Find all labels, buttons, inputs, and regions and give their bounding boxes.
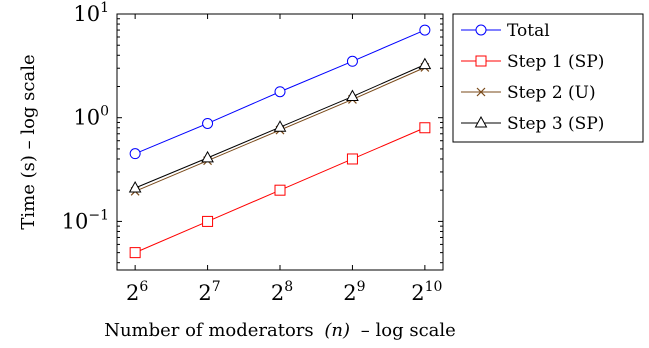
x-tick-label-base: 2 <box>198 281 211 305</box>
series-3 <box>128 57 432 193</box>
y-tick-label: 101 <box>73 0 109 26</box>
legend-marker <box>474 115 488 128</box>
data-point <box>346 89 359 102</box>
x-axis-label: Number of moderators (n) – log scale <box>104 320 456 341</box>
legend-item: Step 2 (U) <box>461 83 596 103</box>
x-tick-label-base: 2 <box>343 281 356 305</box>
x-tick-label-exp: 10 <box>425 279 443 295</box>
legend-marker-stroke <box>476 87 486 97</box>
legend-item: Step 3 (SP) <box>461 114 604 134</box>
y-tick-label-base: 10 <box>73 2 100 26</box>
x-tick-label: 210 <box>411 279 442 305</box>
data-point <box>419 24 431 36</box>
data-point <box>202 215 214 227</box>
x-axis-label-var: (n) <box>324 320 350 341</box>
y-tick-label-exp: 0 <box>100 104 109 120</box>
legend-marker <box>475 55 487 67</box>
x-tick-label: 26 <box>126 279 148 305</box>
y-axis-label: Time (s) – log scale <box>18 54 39 229</box>
x-tick-label-exp: 9 <box>357 279 366 295</box>
y-tick-label-exp: −1 <box>88 207 109 223</box>
legend: Total Step 1 (SP) Step 2 (U) Step 3 (SP) <box>452 13 644 143</box>
y-tick-label-base: 10 <box>62 209 89 233</box>
x-tick-label-base: 2 <box>411 281 424 305</box>
legend-item: Step 1 (SP) <box>461 52 604 72</box>
series-0 <box>129 24 431 160</box>
legend-label: Step 3 (SP) <box>507 114 604 134</box>
data-point <box>273 120 287 132</box>
data-point <box>128 180 142 193</box>
legend-label: Step 2 (U) <box>507 83 596 103</box>
data-point <box>129 148 141 160</box>
x-tick-label-exp: 7 <box>212 279 221 295</box>
data-point <box>419 122 431 134</box>
y-tick-label-base: 10 <box>73 106 100 130</box>
legend-item: Total <box>461 21 550 41</box>
series-layer <box>128 24 432 259</box>
data-point <box>418 57 432 70</box>
series-1 <box>129 122 431 259</box>
legend-label: Total <box>507 21 550 41</box>
x-tick-label-base: 2 <box>126 281 139 305</box>
x-axis-label-text: Number of moderators <box>104 320 313 341</box>
x-tick-label-base: 2 <box>271 281 284 305</box>
x-tick-label: 29 <box>343 279 365 305</box>
data-point <box>201 150 214 163</box>
legend-marker <box>475 24 487 36</box>
plot-frame <box>116 13 444 271</box>
x-tick-label-exp: 6 <box>139 279 148 295</box>
x-axis-label-suffix: – log scale <box>361 320 456 341</box>
x-tick-label: 27 <box>198 279 220 305</box>
data-point <box>129 247 141 259</box>
legend-marker <box>476 87 486 97</box>
data-point <box>274 184 286 196</box>
data-point <box>274 86 286 98</box>
y-tick-label: 100 <box>73 104 109 130</box>
y-tick-label-exp: 1 <box>100 0 109 16</box>
data-point <box>202 117 214 129</box>
legend-label: Step 1 (SP) <box>507 52 604 72</box>
data-point <box>346 153 358 165</box>
x-tick-label: 28 <box>271 279 293 305</box>
data-point <box>346 55 358 67</box>
y-tick-label: 10−1 <box>62 207 109 233</box>
legend-box <box>452 13 644 143</box>
x-tick-label-exp: 8 <box>284 279 293 295</box>
